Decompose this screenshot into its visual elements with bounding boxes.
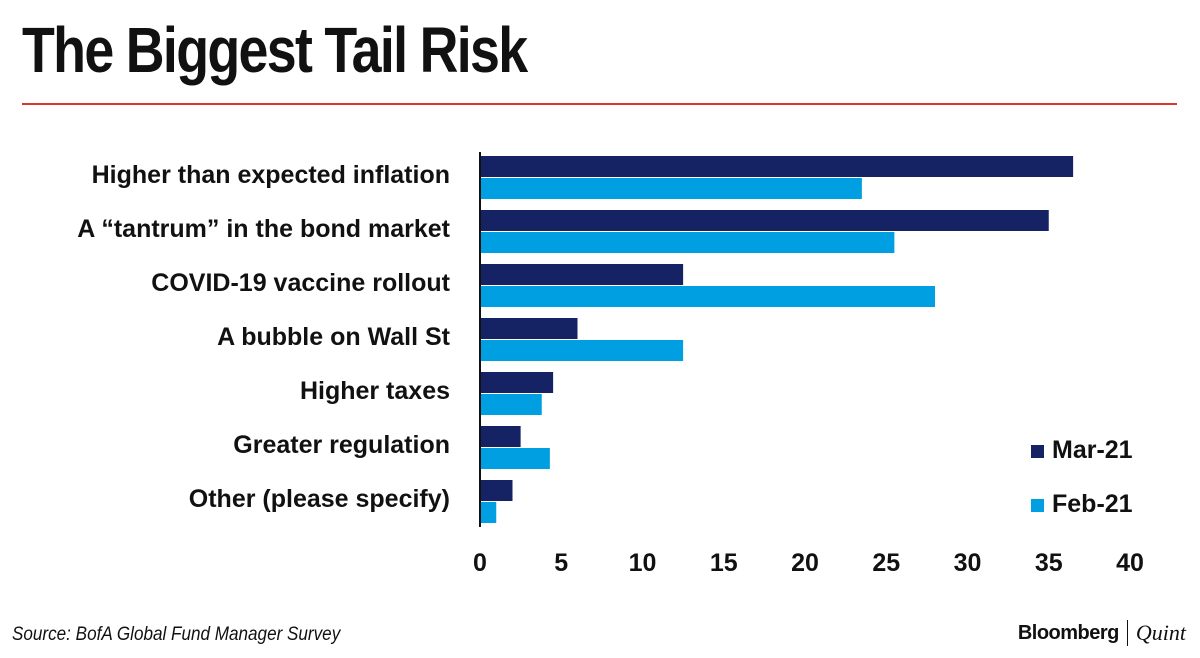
bar-feb21-3 (480, 340, 684, 361)
category-label-3: A bubble on Wall St (217, 323, 451, 351)
bar-feb21-4 (480, 394, 542, 415)
title-divider (22, 103, 1177, 105)
legend-swatch-feb21 (1031, 499, 1044, 512)
legend: Mar-21 Feb-21 (1031, 436, 1133, 518)
chart-title: The Biggest Tail Risk (22, 14, 528, 86)
bar-mar21-3 (480, 318, 578, 339)
bar-mar21-2 (480, 264, 684, 285)
x-tick-25: 25 (872, 549, 900, 577)
x-tick-5: 5 (554, 549, 568, 577)
category-label-2: COVID-19 vaccine rollout (151, 269, 450, 297)
bar-feb21-0 (480, 178, 862, 199)
x-tick-20: 20 (791, 549, 819, 577)
x-tick-labels: 0 5 10 15 20 25 30 35 40 (473, 549, 1144, 577)
x-tick-10: 10 (629, 549, 657, 577)
legend-swatch-mar21 (1031, 445, 1044, 458)
x-tick-35: 35 (1035, 549, 1063, 577)
x-tick-0: 0 (473, 549, 487, 577)
brand-logo: Bloomberg Quint (1018, 620, 1186, 646)
bar-mar21-5 (480, 426, 521, 447)
bar-feb21-5 (480, 448, 550, 469)
source-note: Source: BofA Global Fund Manager Survey (12, 624, 341, 645)
brand-primary: Bloomberg (1017, 621, 1120, 644)
category-label-6: Other (please specify) (189, 485, 450, 513)
x-tick-40: 40 (1116, 549, 1144, 577)
category-label-5: Greater regulation (233, 431, 450, 459)
category-labels: Higher than expected inflation A “tantrum… (77, 161, 450, 513)
category-label-4: Higher taxes (300, 377, 450, 405)
bar-mar21-4 (480, 372, 554, 393)
bar-feb21-6 (480, 502, 497, 523)
category-label-1: A “tantrum” in the bond market (77, 215, 450, 243)
brand-separator (1126, 620, 1128, 646)
bars-group (480, 156, 1074, 523)
bar-feb21-1 (480, 232, 895, 253)
bar-mar21-6 (480, 480, 513, 501)
category-label-0: Higher than expected inflation (92, 161, 450, 189)
legend-label-mar21: Mar-21 (1052, 436, 1133, 464)
bar-mar21-0 (480, 156, 1074, 177)
legend-label-feb21: Feb-21 (1052, 490, 1133, 518)
bar-feb21-2 (480, 286, 935, 307)
x-tick-30: 30 (954, 549, 982, 577)
brand-secondary: Quint (1135, 620, 1186, 645)
bar-mar21-1 (480, 210, 1049, 231)
x-tick-15: 15 (710, 549, 738, 577)
